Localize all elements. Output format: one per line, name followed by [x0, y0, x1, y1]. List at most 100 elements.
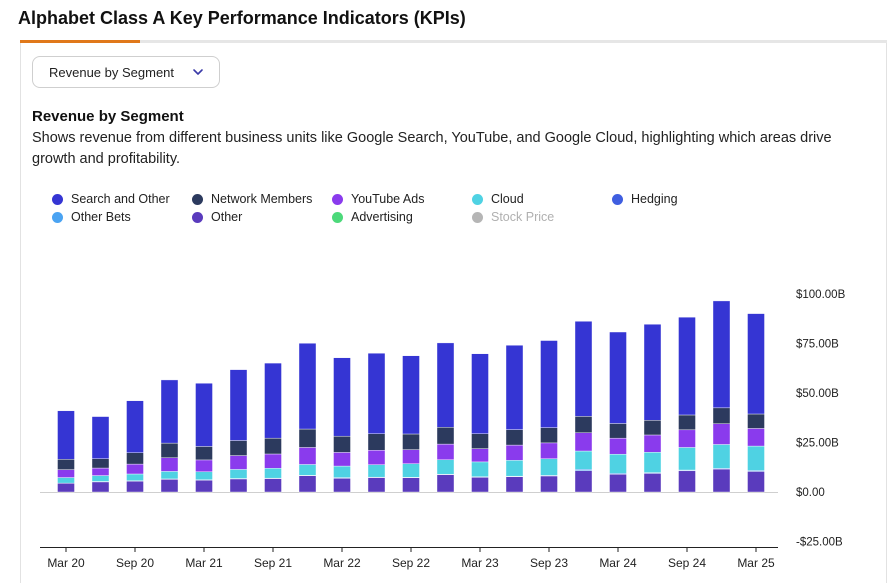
bar-segment — [334, 452, 351, 466]
bar-segment — [161, 380, 178, 443]
bar-segment — [92, 476, 109, 482]
y-tick-label: $50.00B — [796, 388, 839, 400]
legend-dot — [332, 212, 343, 223]
bar-segment — [644, 324, 661, 420]
bar-segment — [506, 460, 523, 476]
y-tick-label: $0.00 — [796, 487, 825, 499]
bar-segment — [472, 354, 489, 434]
bar-segment — [610, 474, 627, 492]
legend-item-hedging[interactable]: Hedging — [612, 192, 678, 206]
bar-segment — [368, 353, 385, 434]
legend-dot — [52, 194, 63, 205]
x-tick-label: Mar 22 — [323, 556, 361, 570]
bar-segment — [230, 479, 247, 492]
legend-item-youtube-ads[interactable]: YouTube Ads — [332, 192, 424, 206]
bar-segment — [299, 429, 316, 447]
bar-segment — [713, 469, 730, 492]
legend-dot — [472, 194, 483, 205]
bar-segment — [575, 321, 592, 416]
legend-item-cloud[interactable]: Cloud — [472, 192, 524, 206]
bar-segment — [437, 343, 454, 427]
y-tick-label: -$25.00B — [796, 537, 843, 549]
bar-segment — [265, 468, 282, 478]
legend-item-other-bets[interactable]: Other Bets — [52, 210, 131, 224]
legend-label: Network Members — [211, 192, 312, 206]
bar-segment — [230, 441, 247, 456]
bar-segment — [713, 444, 730, 468]
bar-segment — [644, 420, 661, 435]
bar-segment — [713, 301, 730, 408]
bar-segment — [58, 470, 75, 478]
bar-segment — [541, 428, 558, 443]
bar-segment — [127, 453, 144, 464]
bar-segment — [748, 414, 765, 428]
bar-segment — [437, 427, 454, 444]
bar-segment — [196, 472, 213, 480]
bar-segment — [403, 356, 420, 434]
bar-segment — [368, 450, 385, 464]
x-tick-label: Mar 25 — [737, 556, 775, 570]
legend-item-other[interactable]: Other — [192, 210, 242, 224]
bar-segment — [334, 466, 351, 477]
bar-segment — [368, 434, 385, 450]
bar-segment — [437, 475, 454, 492]
section-description: Shows revenue from different business un… — [32, 128, 852, 170]
bar-segment — [679, 430, 696, 448]
bar-segment — [610, 423, 627, 438]
bar-segment — [541, 443, 558, 459]
bar-segment — [58, 478, 75, 484]
bar-segment — [679, 447, 696, 470]
bar-segment — [679, 317, 696, 415]
x-tick-label: Mar 23 — [461, 556, 499, 570]
bar-segment — [196, 480, 213, 492]
bar-segment — [472, 477, 489, 492]
legend-item-advertising[interactable]: Advertising — [332, 210, 413, 224]
bar-segment — [92, 468, 109, 476]
legend-label: YouTube Ads — [351, 192, 424, 206]
bar-segment — [610, 454, 627, 473]
legend-label: Search and Other — [71, 192, 170, 206]
legend-label: Hedging — [631, 192, 678, 206]
bar-segment — [230, 370, 247, 441]
bar-segment — [92, 459, 109, 468]
bar-segment — [403, 464, 420, 478]
bar-segment — [506, 345, 523, 429]
bar-segment — [472, 449, 489, 462]
legend-dot — [192, 212, 203, 223]
bar-segment — [92, 417, 109, 459]
bar-segment — [334, 358, 351, 436]
x-tick-label: Mar 21 — [185, 556, 223, 570]
bar-segment — [541, 476, 558, 492]
legend-item-network-members[interactable]: Network Members — [192, 192, 312, 206]
bar-segment — [679, 415, 696, 430]
bar-segment — [575, 451, 592, 469]
legend-dot — [332, 194, 343, 205]
segment-dropdown[interactable]: Revenue by Segment — [32, 56, 220, 88]
bar-segment — [437, 444, 454, 460]
bar-segment — [472, 462, 489, 477]
bar-segment — [713, 424, 730, 445]
bar-segment — [403, 434, 420, 450]
bar-segment — [265, 438, 282, 454]
bar-segment — [748, 428, 765, 446]
bar-segment — [161, 471, 178, 479]
bar-segment — [299, 447, 316, 464]
y-tick-label: $75.00B — [796, 339, 839, 351]
x-tick-label: Sep 21 — [254, 556, 292, 570]
bar-segment — [541, 459, 558, 476]
segment-dropdown-label: Revenue by Segment — [49, 65, 174, 80]
legend-label: Advertising — [351, 210, 413, 224]
bar-segment — [58, 411, 75, 460]
legend-item-search-and-other[interactable]: Search and Other — [52, 192, 170, 206]
bar-segment — [161, 479, 178, 492]
bar-segment — [506, 445, 523, 460]
bar-segment — [575, 469, 592, 470]
bar-segment — [644, 473, 661, 492]
bar-segment — [230, 469, 247, 478]
bar-segment — [541, 341, 558, 428]
bar-segment — [506, 477, 523, 492]
y-tick-label: $100.00B — [796, 289, 846, 301]
bar-segment — [58, 459, 75, 469]
legend-item-stock-price[interactable]: Stock Price — [472, 210, 554, 224]
legend-dot — [192, 194, 203, 205]
